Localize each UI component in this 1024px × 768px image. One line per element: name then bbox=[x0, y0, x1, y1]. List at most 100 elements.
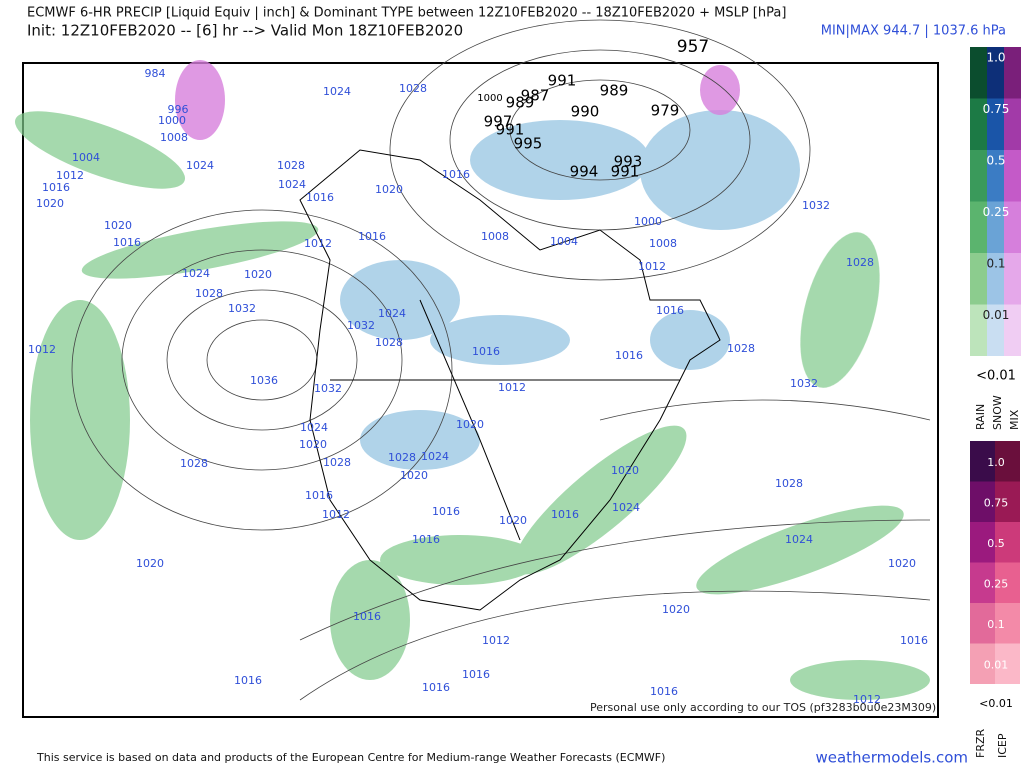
isobar-label: 1024 bbox=[182, 267, 210, 280]
pressure-center-label: 991 bbox=[611, 163, 640, 181]
isobar-label: 1008 bbox=[649, 237, 677, 250]
precip-swatch bbox=[1004, 150, 1021, 202]
isobar-label: 1036 bbox=[250, 374, 278, 387]
ice-swatch bbox=[995, 643, 1020, 684]
pressure-center-label: 991 bbox=[496, 121, 525, 139]
ice-swatch bbox=[970, 441, 995, 482]
ice-type-label: ICEP bbox=[996, 733, 1009, 758]
isobar-label: 1012 bbox=[304, 237, 332, 250]
isobar-label: 1000 bbox=[158, 114, 186, 127]
init-line: Init: 12Z10FEB2020 -- [6] hr --> Valid M… bbox=[27, 22, 463, 40]
legend: 1.0 0.75 0.5 0.25 0.1 0.01 <0.01 RAIN SNOW MIX 1.0… bbox=[970, 47, 1021, 758]
isobar-label: 1016 bbox=[432, 505, 460, 518]
precip-swatch bbox=[1004, 304, 1021, 356]
precip-swatch bbox=[1004, 47, 1021, 99]
isobar-label: 1012 bbox=[322, 508, 350, 521]
precip-level-label: 0.01 bbox=[983, 308, 1010, 322]
precip-swatch bbox=[987, 98, 1004, 150]
isobar-label: 1032 bbox=[802, 199, 830, 212]
ice-level-label: 0.01 bbox=[984, 659, 1009, 672]
isobar-label: 1020 bbox=[400, 469, 428, 482]
isobar-label: 1016 bbox=[113, 236, 141, 249]
pressure-center-label: 994 bbox=[570, 163, 599, 181]
isobar-label: 1032 bbox=[228, 302, 256, 315]
isobar-label: 1024 bbox=[323, 85, 351, 98]
precip-type-label: MIX bbox=[1008, 409, 1021, 430]
pressure-center-label: 989 bbox=[600, 82, 629, 100]
precip-level-label: 0.1 bbox=[986, 257, 1005, 271]
isobar-label: 1020 bbox=[456, 418, 484, 431]
watermark: Personal use only according to our TOS (… bbox=[590, 701, 936, 714]
isobar-label: 1016 bbox=[358, 230, 386, 243]
pressure-center-label: 979 bbox=[651, 102, 680, 120]
pressure-center-label: 957 bbox=[677, 37, 709, 57]
ice-swatch bbox=[970, 603, 995, 644]
precip-swatch bbox=[970, 150, 987, 202]
isobar-label: 1020 bbox=[888, 557, 916, 570]
isobar-label: 1016 bbox=[551, 508, 579, 521]
precip-swatch bbox=[970, 47, 987, 99]
ice-swatch bbox=[970, 481, 995, 522]
isobar-label: 1004 bbox=[550, 235, 578, 248]
isobar-label: 1028 bbox=[846, 256, 874, 269]
ice-type-label: FRZR bbox=[974, 728, 987, 758]
isobar-label: 1016 bbox=[472, 345, 500, 358]
isobar-label: 1028 bbox=[323, 456, 351, 469]
isobar-label: 1016 bbox=[353, 610, 381, 623]
precip-swatch bbox=[987, 253, 1004, 305]
isobar-label: 1012 bbox=[498, 381, 526, 394]
isobar-label: 1024 bbox=[785, 533, 813, 546]
isobar-label: 1016 bbox=[462, 668, 490, 681]
pressure-center-label: 991 bbox=[548, 72, 577, 90]
isobar-label: 1024 bbox=[378, 307, 406, 320]
isobar-label: 1020 bbox=[499, 514, 527, 527]
ice-level-label: 0.75 bbox=[984, 497, 1009, 510]
site-name: weathermodels.com bbox=[815, 749, 968, 767]
ice-swatch bbox=[995, 441, 1020, 482]
min-max: MIN|MAX 944.7 | 1037.6 hPa bbox=[821, 24, 1006, 39]
precip-swatch bbox=[987, 304, 1004, 356]
isobar-label: 984 bbox=[145, 67, 166, 80]
ice-level-label: 1.0 bbox=[987, 456, 1005, 469]
isobar-label: 1020 bbox=[36, 197, 64, 210]
ice-swatch bbox=[970, 522, 995, 563]
pressure-center-label: 989 bbox=[506, 94, 535, 112]
isobar-label: 1028 bbox=[277, 159, 305, 172]
ice-swatch bbox=[995, 562, 1020, 603]
isobar-label: 1020 bbox=[375, 183, 403, 196]
isobar-label: 1012 bbox=[853, 693, 881, 706]
pressure-center-label: 990 bbox=[571, 103, 600, 121]
title: ECMWF 6-HR PRECIP [Liquid Equiv | inch] … bbox=[27, 6, 786, 21]
isobar-label: 1020 bbox=[244, 268, 272, 281]
isobar-label: 1016 bbox=[305, 489, 333, 502]
precip-swatch bbox=[987, 201, 1004, 253]
isobar-label: 1032 bbox=[314, 382, 342, 395]
isobar-label: 1028 bbox=[775, 477, 803, 490]
isobar-label: 1028 bbox=[195, 287, 223, 300]
ice-below-label: <0.01 bbox=[979, 697, 1013, 710]
precip-swatch bbox=[970, 253, 987, 305]
isobar-label: 1032 bbox=[347, 319, 375, 332]
isobar-label: 1020 bbox=[299, 438, 327, 451]
isobar-label: 1000 bbox=[634, 215, 662, 228]
isobar-label: 1020 bbox=[662, 603, 690, 616]
precip-swatch bbox=[970, 201, 987, 253]
isobar-label: 1032 bbox=[790, 377, 818, 390]
precip-level-label: 0.75 bbox=[983, 102, 1010, 116]
isobar-label: 1016 bbox=[442, 168, 470, 181]
isobar-label: 1016 bbox=[900, 634, 928, 647]
isobar-label: 1024 bbox=[421, 450, 449, 463]
precip-level-label: 0.25 bbox=[983, 205, 1010, 219]
isobar-label: 1008 bbox=[160, 131, 188, 144]
pressure-center-label: 997 bbox=[484, 113, 513, 131]
precip-swatch bbox=[970, 98, 987, 150]
ice-swatch bbox=[995, 603, 1020, 644]
precip-swatch bbox=[970, 304, 987, 356]
isobar-label: 1016 bbox=[615, 349, 643, 362]
precip-swatch bbox=[1004, 253, 1021, 305]
isobar-label: 1024 bbox=[300, 421, 328, 434]
isobar-label: 996 bbox=[168, 103, 189, 116]
ice-level-label: 0.1 bbox=[987, 618, 1005, 631]
isobar-label: 1012 bbox=[28, 343, 56, 356]
